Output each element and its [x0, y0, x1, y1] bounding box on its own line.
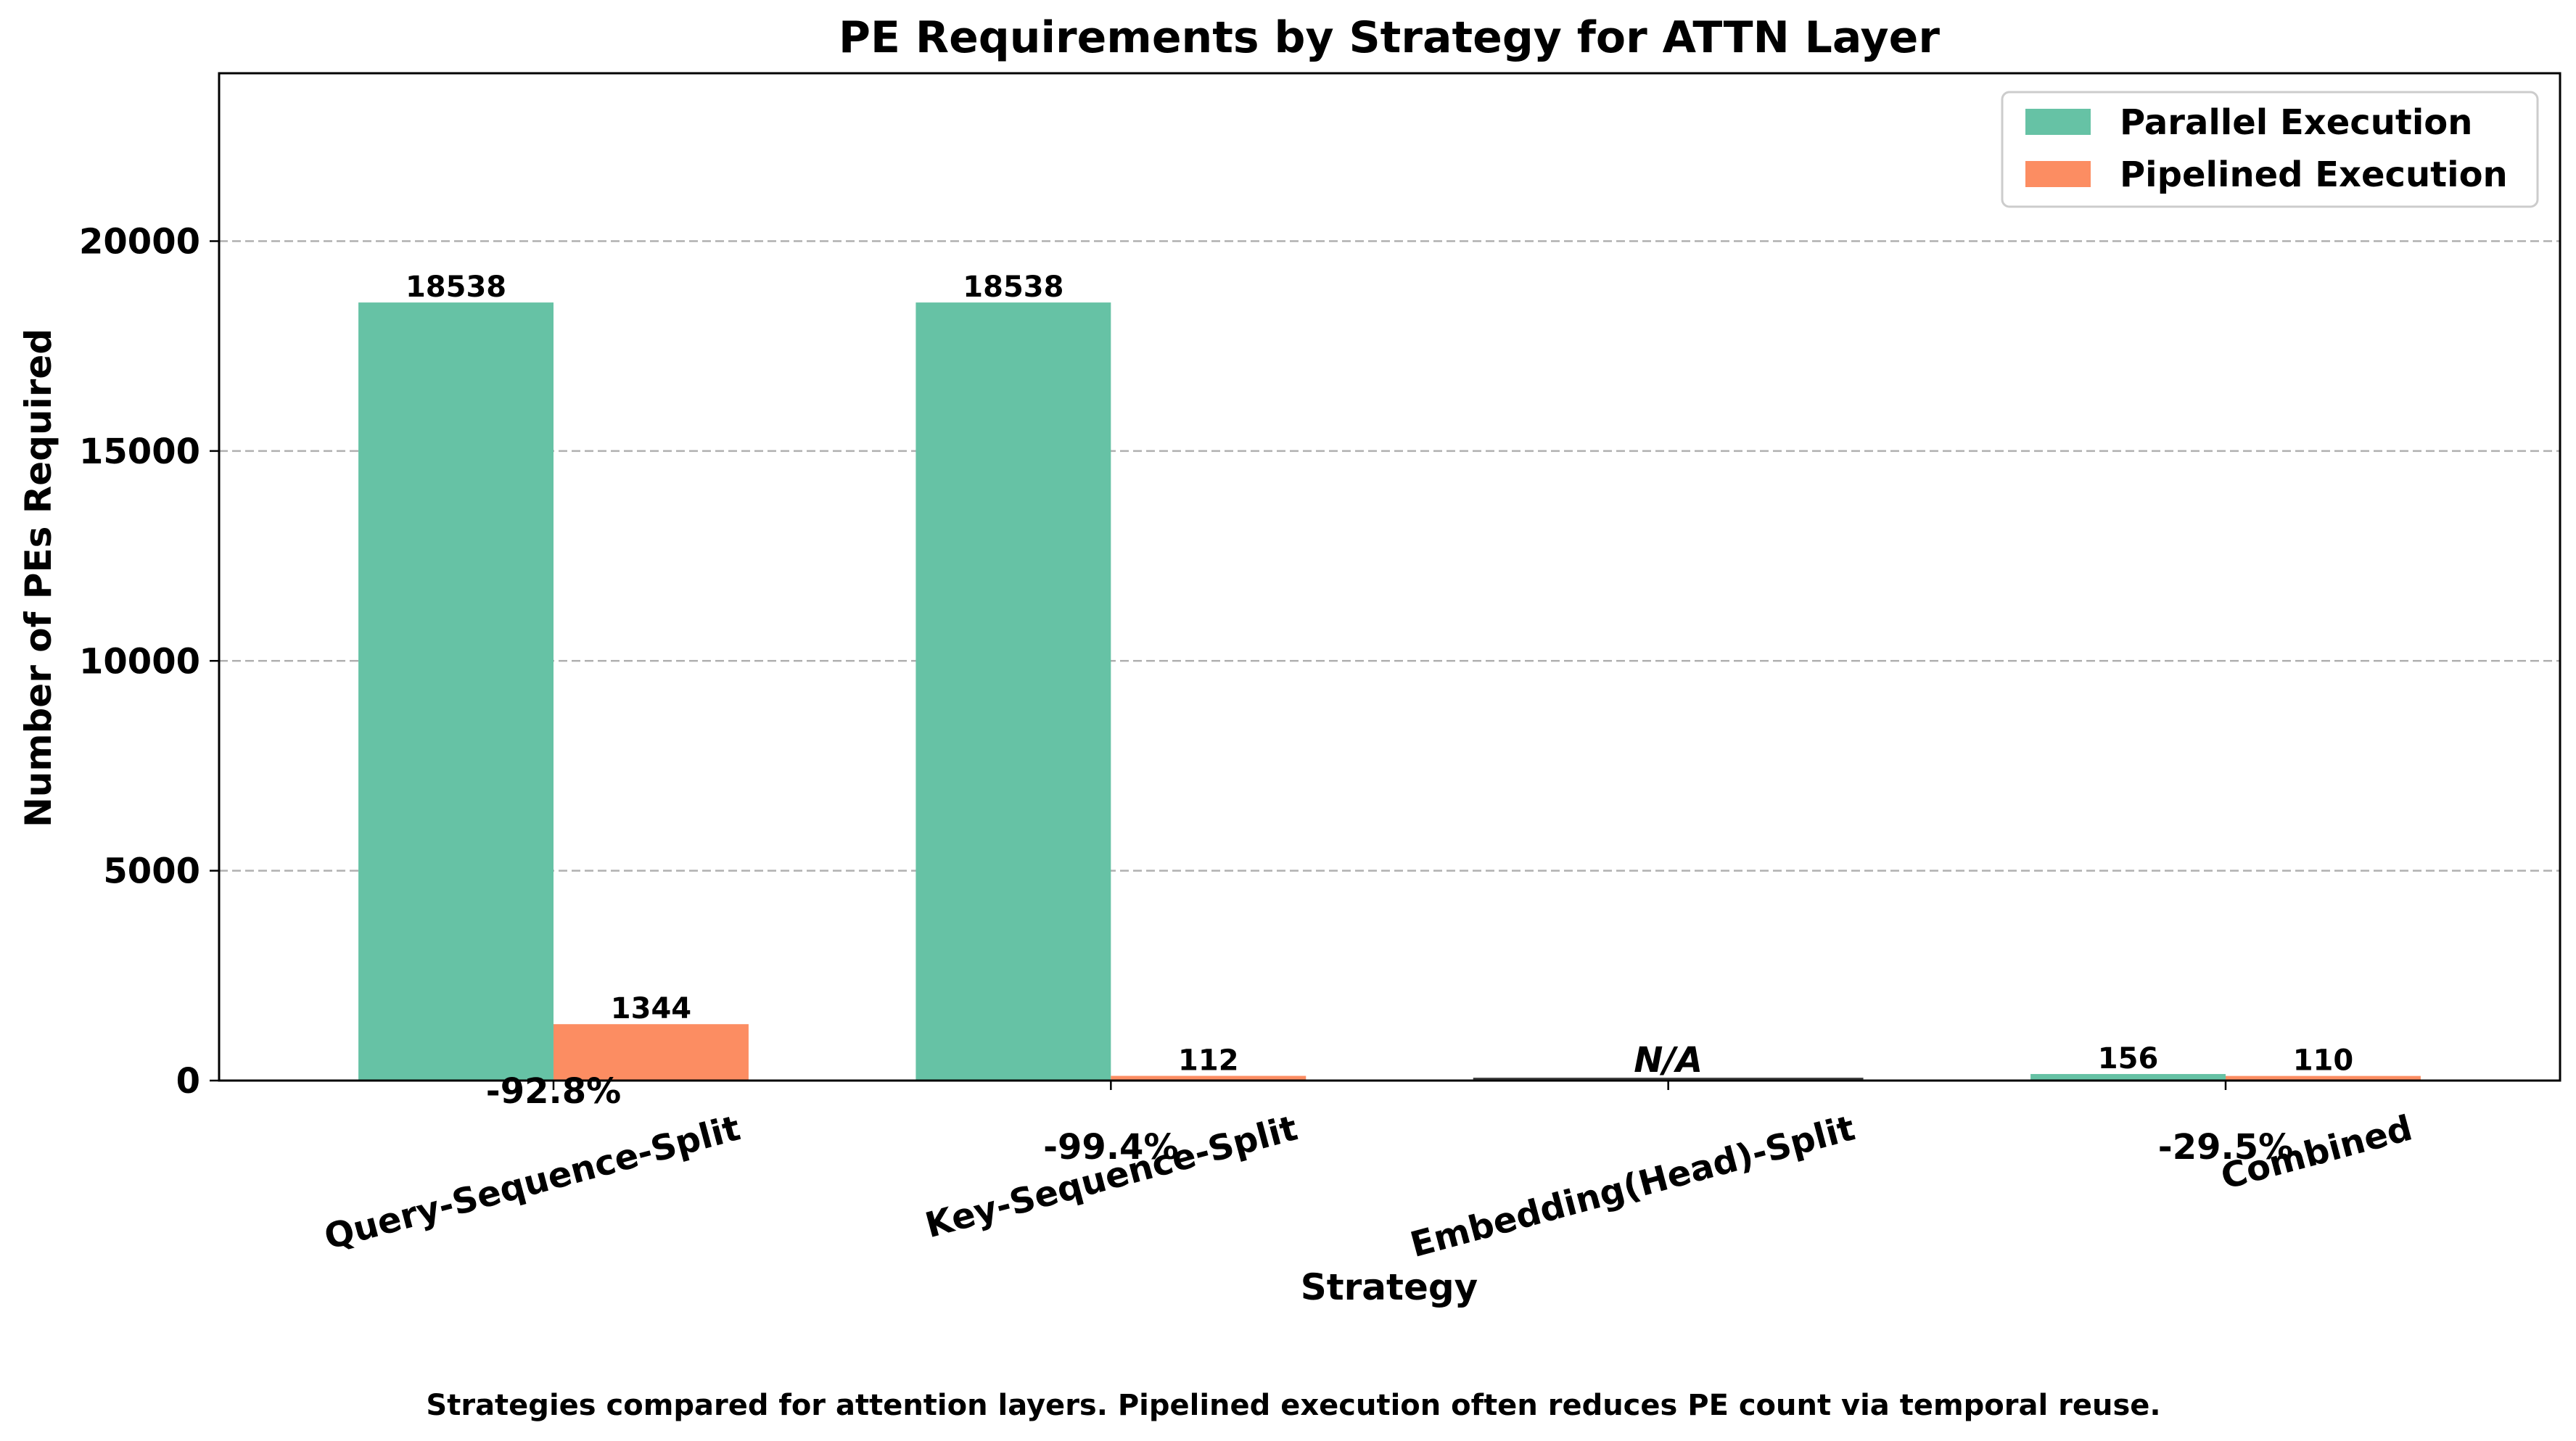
grid-lines	[219, 240, 2560, 872]
bar-parallel	[2030, 1073, 2226, 1081]
y-tick-label: 20000	[79, 222, 200, 263]
legend-label-parallel: Parallel Execution	[2120, 102, 2472, 143]
x-tick-label: Query-Sequence-Split	[320, 1107, 744, 1258]
bars	[358, 302, 2421, 1081]
legend: Parallel Execution Pipelined Execution	[2001, 91, 2539, 208]
na-label: N/A	[1634, 1040, 1703, 1081]
bar-pipelined	[1111, 1075, 1306, 1081]
y-tick-label: 15000	[79, 432, 200, 472]
bar-parallel	[915, 302, 1111, 1081]
y-axis-label: Number of PEs Required	[17, 329, 59, 827]
bar-value-label: 110	[2293, 1044, 2354, 1078]
reduction-label: -29.5%	[2158, 1127, 2293, 1168]
reduction-label: -99.4%	[1043, 1127, 1178, 1168]
x-axis-label: Strategy	[1301, 1266, 1478, 1308]
bar-value-label: 112	[1178, 1044, 1239, 1078]
legend-swatch-pipelined	[2025, 161, 2091, 187]
reduction-label: -92.8%	[486, 1071, 621, 1112]
bar-value-label: 18538	[963, 271, 1063, 304]
x-tick-label: Embedding(Head)-Split	[1406, 1107, 1859, 1265]
x-axis-ticks: Query-Sequence-Split Key-Sequence-Split Em…	[320, 1081, 2416, 1265]
reduction-labels: -92.8% -99.4% -29.5%	[486, 1071, 2293, 1168]
bar-pipelined	[554, 1024, 749, 1081]
caption: Strategies compared for attention layers…	[426, 1389, 2160, 1422]
bar-value-label: 18538	[406, 271, 506, 304]
bar-pipelined	[2226, 1075, 2421, 1081]
bar-value-label: 1344	[611, 992, 691, 1025]
legend-swatch-parallel	[2025, 109, 2091, 135]
legend-frame	[2001, 91, 2539, 208]
chart-title: PE Requirements by Strategy for ATTN Lay…	[839, 12, 1940, 63]
y-tick-label: 10000	[79, 641, 200, 682]
bar-value-label: 156	[2098, 1042, 2159, 1075]
y-tick-label: 0	[176, 1061, 200, 1102]
data-labels: 18538 18538 156 1344 112 110 N/A	[406, 271, 2353, 1081]
plot-frame	[218, 72, 2561, 1082]
legend-label-pipelined: Pipelined Execution	[2120, 154, 2508, 195]
y-tick-label: 5000	[103, 851, 200, 892]
y-axis-ticks: 0 5000 10000 15000 20000	[79, 222, 219, 1102]
bar-parallel	[358, 302, 554, 1081]
